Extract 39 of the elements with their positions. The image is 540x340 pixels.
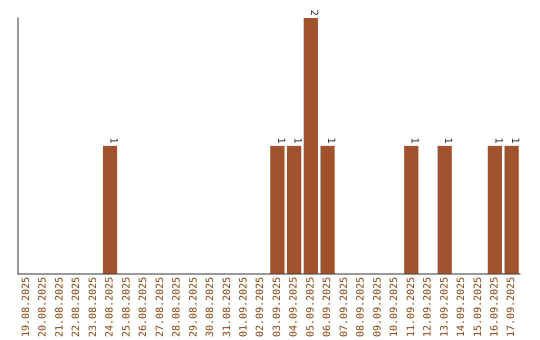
x-tick-label: 15.09.2025 [472,276,484,338]
x-tick-label: 03.09.2025 [272,276,283,338]
x-tick-label: 10.09.2025 [389,276,400,338]
data-label: 1 [274,138,286,144]
x-tick-label: 26.08.2025 [138,276,150,338]
x-tick-label: 07.09.2025 [338,276,350,338]
x-tick-label: 31.08.2025 [222,276,233,338]
x-tick-label: 09.09.2025 [372,276,384,338]
x-tick-label: 12.09.2025 [422,276,434,338]
x-tick-label: 23.08.2025 [88,276,99,338]
x-tick-label: 28.08.2025 [172,276,183,338]
x-tick-label: 08.09.2025 [356,276,367,338]
data-label: 1 [324,138,336,144]
x-tick-label: 29.08.2025 [188,276,200,338]
x-tick-label: 13.09.2025 [439,276,450,338]
x-tick-label: 02.09.2025 [255,276,266,338]
data-label: 1 [442,138,454,144]
data-label: 2 [308,10,320,16]
data-label: 1 [509,138,520,144]
data-label: 1 [107,138,118,144]
x-tick-label: 25.08.2025 [121,276,132,338]
x-tick-label: 05.09.2025 [305,276,316,338]
x-tick-label: 20.08.2025 [38,276,49,338]
data-label: 1 [292,138,303,144]
x-tick-label: 01.09.2025 [238,276,250,338]
x-tick-label: 30.08.2025 [205,276,216,338]
x-tick-label: 19.08.2025 [20,276,32,338]
data-label: 1 [492,138,504,144]
x-tick-label: 14.09.2025 [456,276,468,338]
x-tick-label: 21.08.2025 [54,276,66,338]
x-tick-label: 16.09.2025 [489,276,500,338]
x-tick-label: 27.08.2025 [154,276,166,338]
x-tick-label: 04.09.2025 [288,276,300,338]
x-tick-label: 11.09.2025 [406,276,417,338]
x-tick-label: 17.09.2025 [506,276,518,338]
x-tick-label: 22.08.2025 [71,276,82,338]
x-tick-label: 24.08.2025 [104,276,116,338]
data-label: 1 [408,138,420,144]
x-tick-label: 06.09.2025 [322,276,334,338]
